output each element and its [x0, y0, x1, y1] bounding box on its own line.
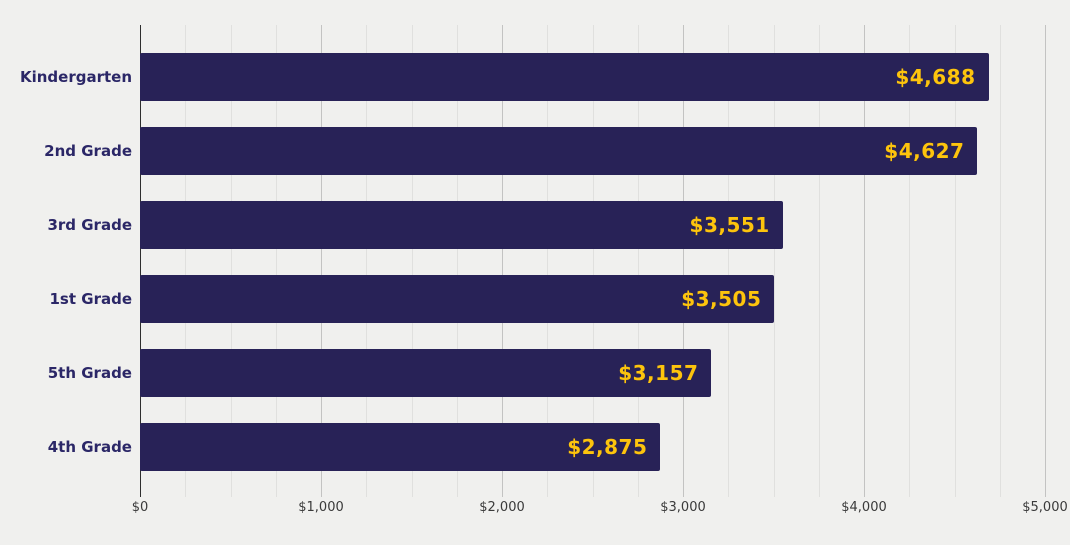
- major-gridline: [1045, 25, 1046, 487]
- category-label: 5th Grade: [47, 364, 132, 382]
- x-tick-mark: [999, 487, 1001, 497]
- x-tick-mark: [140, 487, 141, 497]
- x-tick-label: $3,000: [660, 500, 706, 515]
- minor-gridline: [728, 25, 730, 487]
- minor-gridline: [999, 25, 1001, 487]
- bar-value-label: $2,875: [567, 435, 648, 459]
- x-tick-label: $5,000: [1022, 500, 1068, 515]
- bar: $3,551: [140, 201, 783, 249]
- bar: $4,688: [140, 53, 989, 101]
- minor-gridline: [185, 25, 187, 487]
- x-tick-label: $2,000: [479, 500, 525, 515]
- bar-value-label: $3,551: [689, 213, 770, 237]
- bar: $2,875: [140, 423, 661, 471]
- x-tick-label: $0: [131, 500, 149, 515]
- bar-value-label: $3,505: [681, 287, 762, 311]
- bar-value-label: $3,157: [618, 361, 699, 385]
- x-tick-label: $4,000: [841, 500, 887, 515]
- x-tick-mark: [909, 487, 911, 497]
- x-tick-mark: [275, 487, 277, 497]
- major-gridline: [683, 25, 684, 487]
- x-tick-mark: [366, 487, 368, 497]
- x-tick-mark: [637, 487, 639, 497]
- major-gridline: [321, 25, 322, 487]
- x-tick-mark: [502, 487, 503, 497]
- minor-gridline: [366, 25, 368, 487]
- x-tick-mark: [728, 487, 730, 497]
- minor-gridline: [818, 25, 820, 487]
- category-label: Kindergarten: [19, 68, 132, 86]
- category-label: 3rd Grade: [47, 216, 132, 234]
- x-tick-mark: [547, 487, 549, 497]
- x-tick-mark: [230, 487, 232, 497]
- bar: $4,627: [140, 127, 978, 175]
- minor-gridline: [592, 25, 594, 487]
- bar: $3,157: [140, 349, 712, 397]
- x-tick-mark: [1045, 487, 1046, 497]
- minor-gridline: [275, 25, 277, 487]
- bar-value-label: $4,627: [884, 139, 965, 163]
- x-tick-mark: [683, 487, 684, 497]
- bar-value-label: $4,688: [895, 65, 976, 89]
- minor-gridline: [456, 25, 458, 487]
- major-gridline: [502, 25, 503, 487]
- minor-gridline: [773, 25, 775, 487]
- minor-gridline: [637, 25, 639, 487]
- x-tick-mark: [411, 487, 413, 497]
- bar: $3,505: [140, 275, 775, 323]
- x-tick-mark: [185, 487, 187, 497]
- category-label: 1st Grade: [49, 290, 133, 308]
- category-label: 4th Grade: [47, 438, 132, 456]
- category-label: 2nd Grade: [44, 142, 132, 160]
- minor-gridline: [547, 25, 549, 487]
- x-tick-mark: [456, 487, 458, 497]
- minor-gridline: [230, 25, 232, 487]
- x-tick-label: $1,000: [298, 500, 344, 515]
- x-tick-mark: [954, 487, 956, 497]
- x-tick-mark: [864, 487, 865, 497]
- x-tick-mark: [818, 487, 820, 497]
- x-tick-mark: [321, 487, 322, 497]
- minor-gridline: [411, 25, 413, 487]
- x-tick-mark: [773, 487, 775, 497]
- y-axis-line: [140, 25, 141, 487]
- minor-gridline: [954, 25, 956, 487]
- x-tick-mark: [592, 487, 594, 497]
- major-gridline: [864, 25, 865, 487]
- minor-gridline: [909, 25, 911, 487]
